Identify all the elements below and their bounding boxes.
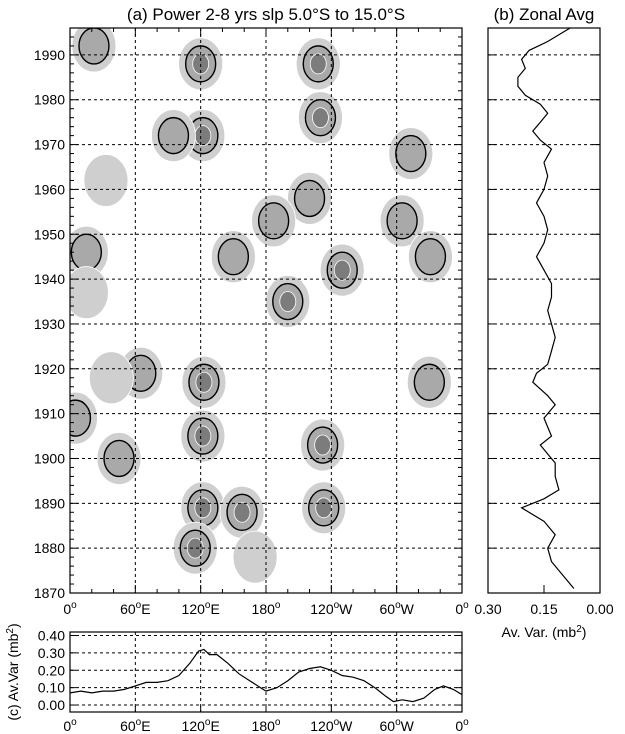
- contour-region-3-level-3: [312, 107, 329, 129]
- contour-region-21-level-3: [194, 425, 212, 447]
- panel-b-grid: [488, 54, 600, 549]
- y-tick-label-1980: 1980: [34, 92, 65, 108]
- contour-region-11-level-2: [217, 237, 250, 276]
- c-x-tick-label-6: 0o: [455, 717, 469, 734]
- c-x-tick-label-3: 180o: [252, 717, 281, 734]
- y-tick-label-1940: 1940: [34, 271, 65, 287]
- panel-c-line: 0.000.10 0.200.30 0.40 0o 60oE 120oE 180o 120oW…: [5, 623, 469, 734]
- c-y-tick-label-4: 0.40: [38, 627, 65, 643]
- c-y-tick-label-0: 0.00: [38, 697, 65, 713]
- contour-region-29-level-1: [70, 266, 109, 319]
- panel-b-series-line: [517, 28, 575, 589]
- panel-c-grid: [70, 632, 462, 712]
- c-x-tick-label-0: 0o: [63, 717, 77, 734]
- contour-region-22-level-3: [314, 434, 332, 456]
- x-tick-label-4: 120oW: [310, 600, 353, 617]
- panel-b-frame: [487, 27, 601, 594]
- c-x-tick-label-5: 60oW: [379, 717, 414, 734]
- contour-region-16-level-3: [195, 371, 213, 393]
- panel-b-title: (b) Zonal Avg: [494, 5, 595, 24]
- c-x-tick-label-1: 60oE: [120, 717, 150, 734]
- panel-b-ticks: 0.30 0.15 0.00: [474, 54, 614, 617]
- y-tick-label-1880: 1880: [34, 540, 65, 556]
- y-tick-label-1870: 1870: [34, 585, 65, 601]
- contour-region-4-level-3: [194, 125, 212, 147]
- contour-region-10-level-2: [386, 202, 418, 240]
- x-tick-label-5: 60oW: [379, 600, 414, 617]
- y-tick-label-1930: 1930: [34, 316, 65, 332]
- panel-c-ticks: 0.000.10 0.200.30 0.40 0o 60oE 120oE 180o 120oW…: [38, 627, 469, 734]
- contour-region-20-level-2: [70, 399, 92, 437]
- y-tick-label-1900: 1900: [34, 450, 65, 466]
- panel-a-grid: [70, 28, 462, 593]
- contour-region-26-level-3: [315, 497, 333, 519]
- contour-region-24-level-3: [194, 497, 212, 519]
- y-tick-label-1890: 1890: [34, 495, 65, 511]
- contour-region-5-level-2: [157, 116, 190, 155]
- x-tick-label-1: 60oE: [120, 600, 150, 617]
- c-y-tick-label-2: 0.20: [38, 662, 65, 678]
- panel-a-title: (a) Power 2-8 yrs slp 5.0°S to 15.0°S: [127, 5, 405, 24]
- contour-region-7-level-1: [83, 154, 129, 207]
- contour-region-14-level-3: [279, 291, 297, 312]
- c-x-tick-label-4: 120oW: [310, 717, 353, 734]
- contour-region-12-level-2: [414, 237, 447, 276]
- b-x-tick-label-1: 0.15: [530, 601, 557, 617]
- contour-region-0-level-2: [78, 28, 110, 65]
- c-x-tick-label-2: 120oE: [182, 717, 220, 734]
- x-tick-label-2: 120oE: [182, 600, 220, 617]
- contour-region-13-level-2: [70, 233, 103, 271]
- contour-region-6-level-2: [395, 134, 427, 173]
- contour-region-19-level-1: [88, 351, 134, 405]
- contour-region-15-level-3: [333, 259, 351, 281]
- y-tick-label-1910: 1910: [34, 406, 65, 422]
- x-tick-label-3: 180o: [252, 600, 281, 617]
- panel-c-ylabel: (c) Av.Var (mb2): [5, 623, 21, 720]
- panel-b-line: (b) Zonal Avg 0.30 0.15 0.00 Av. Var. (mb2…: [474, 5, 613, 640]
- c-y-tick-label-3: 0.30: [38, 645, 65, 661]
- b-x-tick-label-2: 0.00: [586, 601, 613, 617]
- panel-a-ticks: 1870 1880 1890 1900 1910 1920 1930 1940 1950 1960…: [34, 28, 469, 617]
- contour-region-2-level-3: [309, 53, 327, 75]
- y-tick-label-1950: 1950: [34, 226, 65, 242]
- y-tick-label-1990: 1990: [34, 47, 65, 63]
- y-tick-label-1920: 1920: [34, 361, 65, 377]
- b-x-tick-label-0: 0.30: [474, 601, 501, 617]
- c-y-tick-label-1: 0.10: [38, 680, 65, 696]
- contour-region-8-level-2: [293, 179, 326, 218]
- x-tick-label-6: 0o: [455, 600, 469, 617]
- panel-c-series-line: [70, 648, 462, 703]
- contour-region-25-level-3: [233, 501, 251, 523]
- contour-region-18-level-2: [413, 363, 446, 401]
- x-tick-label-0: 0o: [63, 600, 77, 617]
- panel-b-xlabel: Av. Var. (mb2): [502, 624, 587, 640]
- contour-region-9-level-2: [257, 202, 290, 240]
- panel-a-heatmap: (a) Power 2-8 yrs slp 5.0°S to 15.0°S 18…: [34, 5, 469, 617]
- contour-region-27-level-3: [186, 537, 204, 559]
- y-tick-label-1970: 1970: [34, 137, 65, 153]
- y-tick-label-1960: 1960: [34, 181, 65, 197]
- panel-a-contours: [70, 28, 453, 584]
- contour-region-28-level-1: [232, 530, 278, 584]
